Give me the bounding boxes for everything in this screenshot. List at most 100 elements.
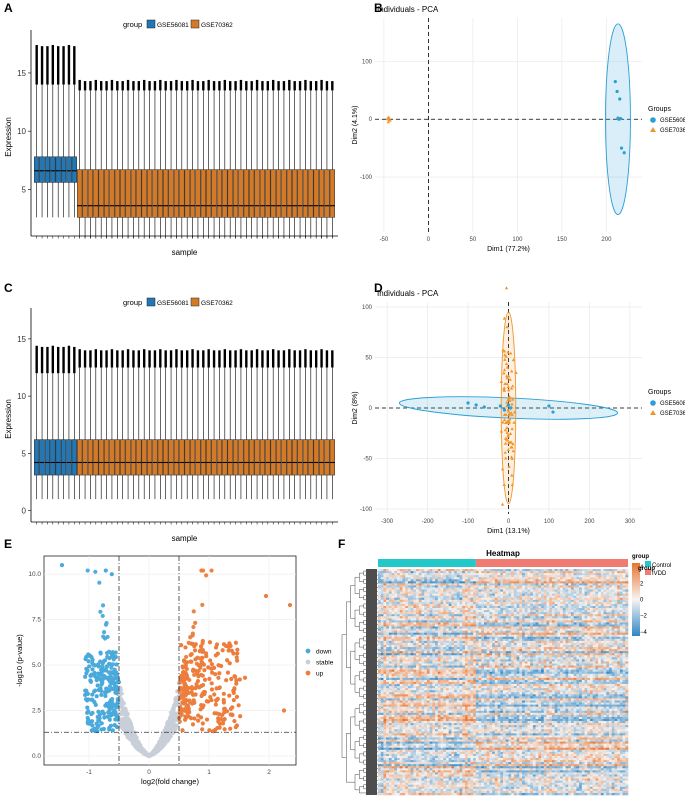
heatmap-cell [467,624,471,627]
heatmap-cell [560,626,564,629]
heatmap-cell [562,591,566,594]
heatmap-cell [492,612,496,615]
heatmap-cell [568,579,572,582]
heatmap-cell [622,585,626,588]
heatmap-cell [418,599,422,603]
heatmap-cell [464,614,468,617]
outlier-band [314,81,318,91]
box-gse70362 [98,350,104,525]
heatmap-cell [608,605,612,609]
heatmap-cell [388,597,392,601]
heatmap-cell [435,622,439,625]
point-stable [154,744,160,749]
heatmap-cell [557,614,561,617]
heatmap-cell [511,612,515,615]
heatmap-cell [456,589,460,592]
heatmap-cell [619,608,623,611]
heatmap-cell [557,608,561,611]
heatmap-cell [410,587,414,590]
heatmap-cell [497,603,501,607]
heatmap-cell [570,601,574,605]
point-stable [164,739,170,744]
heatmap-cell [614,614,618,617]
heatmap-cell [530,583,534,586]
heatmap-cell [432,571,436,574]
outlier-band [148,81,151,91]
heatmap-cell [524,626,528,629]
heatmap-cell [478,618,482,621]
heatmap-cell [530,618,534,621]
point-up [235,647,240,652]
outlier-band [309,81,313,91]
heatmap-cell [481,599,485,603]
heatmap-cell [598,595,602,599]
x-tick-label: 200 [584,519,595,525]
heatmap-cell [614,589,618,592]
heatmap-cell [535,585,539,588]
heatmap-cell [473,616,477,619]
heatmap-cell [481,575,485,578]
heatmap-cell [589,626,593,629]
point-gse70362 [507,464,511,468]
outlier-band [185,350,189,368]
heatmap-cell [579,577,583,580]
point-up [221,697,226,703]
heatmap-cell [470,620,474,623]
heatmap-cell [394,601,398,605]
heatmap-cell [399,591,403,594]
heatmap-cell [437,597,441,601]
heatmap-cell [500,587,504,590]
heatmap-cell [611,624,615,627]
heatmap-cell [565,583,569,586]
heatmap-cell [513,610,517,613]
point-up [179,643,184,648]
heatmap-cell [481,618,485,621]
heatmap-cell [478,601,482,605]
heatmap-cell [562,599,566,603]
heatmap-cell [576,579,580,582]
heatmap-cell [614,577,618,580]
heatmap-cell [494,575,498,578]
point-up [192,648,198,653]
heatmap-cell [617,599,621,603]
box-gse70362 [308,350,314,525]
heatmap-cell [410,628,414,631]
heatmap-cell [483,589,487,592]
point-up [228,706,233,712]
heatmap-cell [402,595,406,599]
heatmap-cell [492,610,496,613]
heatmap-cell [595,626,599,629]
heatmap-cell [416,618,420,621]
legend-label: GSE56081 [660,118,685,124]
heatmap-cell [608,620,612,623]
heatmap-cell [492,589,496,592]
heatmap-cell [530,591,534,594]
heatmap-cell [451,573,455,576]
heatmap-cell [437,593,441,597]
heatmap-cell [587,581,591,584]
outlier-band [164,81,167,91]
heatmap-cell [416,597,420,601]
heatmap-cell [470,585,474,588]
heatmap-cell [386,589,390,592]
heatmap-cell [399,587,403,590]
heatmap-cell [589,618,593,621]
heatmap-cell [562,573,566,576]
heatmap-cell [432,626,436,629]
heatmap-cell [589,575,593,578]
heatmap-cell [459,589,463,592]
heatmap-cell [421,571,425,574]
heatmap-cell [508,624,512,627]
heatmap-cell [405,605,409,609]
heatmap-cell [432,616,436,619]
heatmap-cell [437,573,441,576]
heatmap-cell [505,571,509,574]
box-body [329,169,335,218]
heatmap-cell [527,589,531,592]
heatmap-cell [413,593,417,597]
heatmap-cell [584,618,588,621]
point-up [196,668,201,673]
heatmap-cell [576,616,580,619]
heatmap-cell [562,569,566,572]
legend-key-gse70362 [190,19,200,29]
